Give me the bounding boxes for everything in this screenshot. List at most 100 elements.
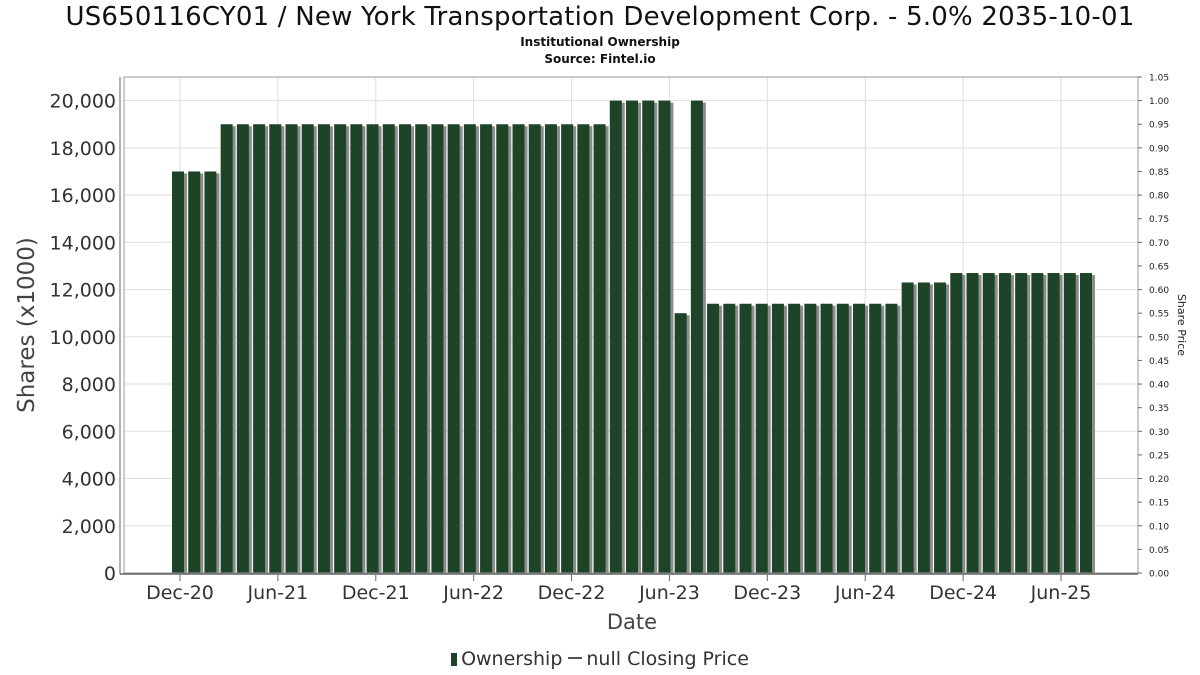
ownership-bar: [480, 124, 493, 573]
ownership-bar: [317, 124, 330, 573]
y-tick-label: 18,000: [50, 138, 116, 160]
x-tick-label: Dec-23: [733, 582, 801, 604]
y2-tick-label: 0.50: [1149, 333, 1169, 343]
x-axis-ticks: Dec-20 Jun-21 Dec-21 Jun-22 Dec-22 Jun-23 Dec-…: [146, 575, 1091, 604]
x-tick-label: Jun-22: [442, 582, 504, 604]
y2-tick-label: 0.85: [1149, 168, 1169, 178]
ownership-bar: [447, 124, 460, 573]
ownership-bar: [366, 124, 379, 573]
ownership-bar: [739, 303, 752, 573]
y2-tick-label: 0.45: [1149, 357, 1169, 367]
ownership-bar: [1080, 273, 1092, 573]
ownership-bar: [934, 282, 947, 573]
chart-subtitle: Institutional Ownership: [520, 35, 680, 49]
ownership-bar: [415, 124, 428, 573]
y-axis-label: Shares (x1000): [14, 237, 40, 413]
ownership-bar: [771, 303, 784, 573]
ownership-bar: [626, 100, 638, 573]
y-tick-label: 0: [104, 563, 116, 585]
x-tick-label: Jun-23: [638, 582, 700, 604]
y-tick-label: 6,000: [62, 421, 116, 443]
legend-ownership-label: Ownership: [461, 648, 563, 670]
y2-tick-label: 0.75: [1149, 215, 1169, 225]
y-tick-label: 16,000: [50, 185, 116, 207]
ownership-bar: [253, 124, 266, 573]
bars-group: [172, 100, 1095, 573]
ownership-bar: [204, 171, 217, 573]
y2-tick-label: 0.15: [1149, 499, 1169, 509]
x-axis-label: Date: [607, 610, 657, 634]
ownership-bar: [982, 273, 995, 573]
closing-price-legend-line: [568, 657, 583, 659]
ownership-bar: [788, 303, 801, 573]
chart-source: Source: Fintel.io: [544, 52, 656, 66]
y-axis-ticks: 0 2,000 4,000 6,000 8,000 10,000 12,000 14,000 1…: [50, 91, 116, 585]
ownership-bar: [707, 303, 720, 573]
ownership-bar: [658, 100, 671, 573]
chart-legend: Ownership null Closing Price: [0, 648, 1200, 670]
ownership-bar: [285, 124, 298, 573]
ownership-bar: [690, 100, 703, 573]
y-tick-label: 12,000: [50, 280, 116, 302]
ownership-bar: [512, 124, 525, 573]
legend-closing-price-label: null Closing Price: [586, 648, 749, 670]
ownership-bar: [674, 313, 687, 573]
ownership-bar: [755, 303, 768, 573]
y-tick-label: 8,000: [62, 374, 116, 396]
y2-axis-ticks: 0.00 0.05 0.10 0.15 0.20 0.25 0.30 0.35 0.40 0.45…: [1138, 74, 1169, 580]
plot-border: [123, 76, 1139, 574]
y2-tick-label: 1.05: [1149, 74, 1169, 84]
ownership-bar: [382, 124, 395, 573]
y2-tick-label: 0.10: [1149, 522, 1169, 532]
y-tick-label: 14,000: [50, 232, 116, 254]
ownership-bar: [236, 124, 249, 573]
ownership-bar: [577, 124, 590, 573]
ownership-bar: [609, 100, 622, 573]
ownership-bar: [220, 124, 233, 573]
x-tick-label: Dec-20: [146, 582, 214, 604]
ownership-bar: [804, 303, 817, 573]
ownership-bar: [966, 273, 979, 573]
ownership-bar: [269, 124, 282, 573]
ownership-bar: [463, 124, 476, 573]
y-tick-label: 4,000: [62, 469, 116, 491]
ownership-bar: [901, 282, 914, 573]
y2-tick-label: 0.80: [1149, 192, 1169, 202]
ownership-bar: [1015, 273, 1028, 573]
y-tick-label: 10,000: [50, 327, 116, 349]
y2-tick-label: 0.40: [1149, 381, 1169, 391]
ownership-bar: [950, 273, 963, 573]
y2-tick-label: 0.95: [1149, 121, 1169, 131]
ownership-bar: [642, 100, 655, 573]
y2-tick-label: 0.05: [1149, 546, 1169, 556]
ownership-bar: [998, 273, 1011, 573]
y2-tick-label: 0.55: [1149, 310, 1169, 320]
y-tick-label: 20,000: [50, 91, 116, 113]
y2-tick-label: 0.70: [1149, 239, 1169, 249]
plot-frame: [119, 76, 1139, 575]
ownership-bar: [561, 124, 574, 573]
y-tick-label: 2,000: [62, 516, 116, 538]
ownership-bar: [172, 171, 184, 573]
ownership-bar: [836, 303, 849, 573]
ownership-bar: [1063, 273, 1076, 573]
y2-tick-label: 0.30: [1149, 428, 1169, 438]
ownership-bar: [593, 124, 606, 573]
ownership-bar: [1047, 273, 1060, 573]
x-tick-label: Jun-24: [834, 582, 896, 604]
ownership-bar: [885, 303, 898, 573]
y2-tick-label: 0.60: [1149, 286, 1169, 296]
ownership-bar: [853, 303, 865, 573]
y2-tick-label: 0.35: [1149, 404, 1169, 414]
chart-title: US650116CY01 / New York Transportation D…: [65, 2, 1135, 32]
x-tick-label: Dec-21: [342, 582, 410, 604]
ownership-bar: [820, 303, 833, 573]
ownership-bar: [496, 124, 509, 573]
y2-tick-label: 1.00: [1149, 97, 1169, 107]
ownership-legend-swatch: [451, 653, 458, 666]
x-tick-label: Jun-25: [1030, 582, 1092, 604]
y2-tick-label: 0.25: [1149, 451, 1169, 461]
ownership-bar: [399, 124, 411, 573]
ownership-bar: [869, 303, 882, 573]
